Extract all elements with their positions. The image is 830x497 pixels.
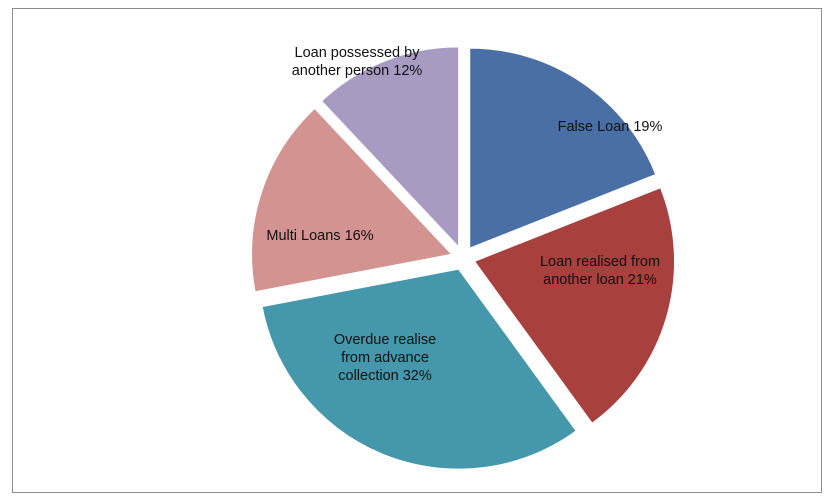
slice-label-line: Multi Loans 16% bbox=[266, 228, 373, 244]
pie-slice-3 bbox=[261, 268, 577, 470]
pie-labels: False Loan 19% Loan realised from another … bbox=[266, 45, 662, 384]
slice-label-1: False Loan 19% bbox=[558, 119, 663, 135]
slice-label-line: Loan possessed by bbox=[295, 45, 421, 61]
slice-label-line: False Loan 19% bbox=[558, 119, 663, 135]
slice-label-line: another person 12% bbox=[292, 63, 423, 79]
pie-slice-2 bbox=[473, 187, 675, 424]
slice-label-4: Multi Loans 16% bbox=[266, 228, 373, 244]
pie-slice-1 bbox=[469, 47, 657, 249]
slice-label-line: collection 32% bbox=[338, 368, 432, 384]
slice-label-line: another loan 21% bbox=[543, 272, 657, 288]
pie-slice-4 bbox=[251, 107, 453, 293]
slice-label-line: Overdue realise bbox=[334, 332, 436, 348]
slice-label-2: Loan realised from another loan 21% bbox=[540, 254, 660, 288]
slice-label-3: Overdue realise from advance collection 32… bbox=[334, 332, 436, 384]
slice-label-line: Loan realised from bbox=[540, 254, 660, 270]
slice-label-line: from advance bbox=[341, 350, 429, 366]
slice-label-5: Loan possessed by another person 12% bbox=[292, 45, 423, 79]
pie-slice-5 bbox=[320, 46, 460, 249]
pie-slices bbox=[251, 46, 675, 470]
